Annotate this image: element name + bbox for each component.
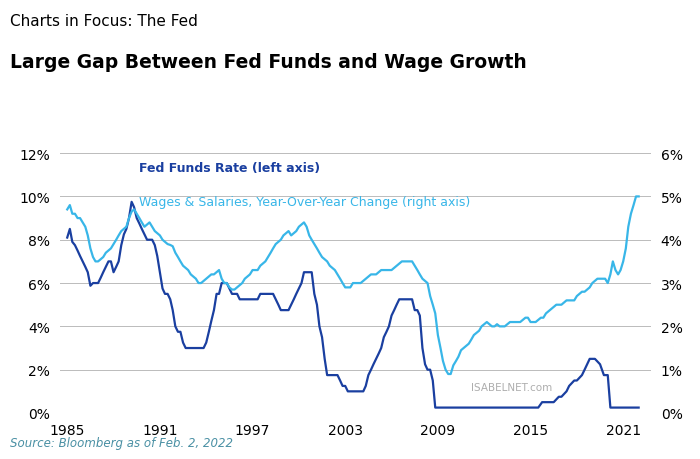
Text: Source: Bloomberg as of Feb. 2, 2022: Source: Bloomberg as of Feb. 2, 2022 bbox=[10, 436, 234, 449]
Text: Fed Funds Rate (left axis): Fed Funds Rate (left axis) bbox=[139, 162, 321, 174]
Text: Wages & Salaries, Year-Over-Year Change (right axis): Wages & Salaries, Year-Over-Year Change … bbox=[139, 195, 470, 208]
Text: Charts in Focus: The Fed: Charts in Focus: The Fed bbox=[10, 14, 198, 29]
Text: ISABELNET.com: ISABELNET.com bbox=[470, 382, 552, 392]
Text: Large Gap Between Fed Funds and Wage Growth: Large Gap Between Fed Funds and Wage Gro… bbox=[10, 53, 527, 72]
